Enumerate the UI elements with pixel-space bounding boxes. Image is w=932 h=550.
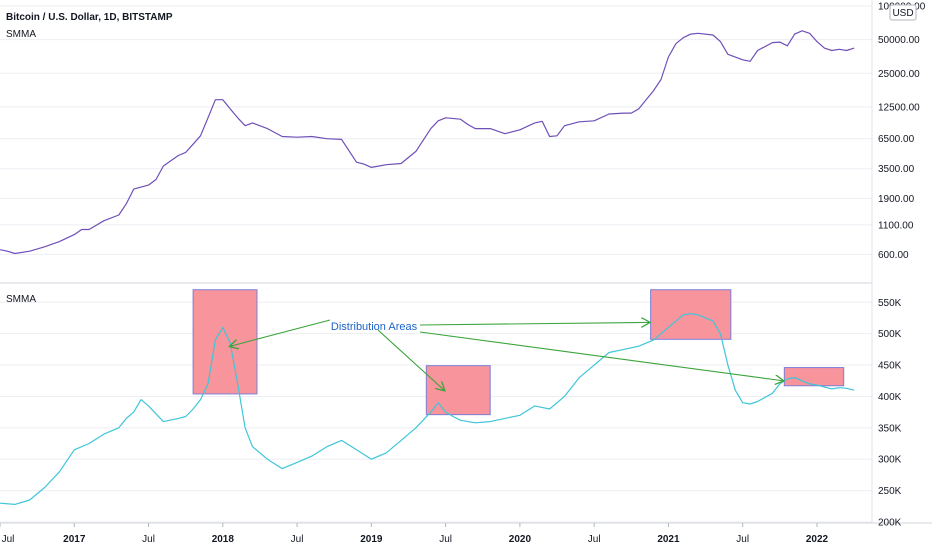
- top-indicator-label: SMMA: [6, 29, 36, 40]
- bottom-price-axis: 550K 500K 450K 400K 350K 300K 250K 200K: [878, 298, 902, 529]
- annotation-arrows: Distribution Areas: [230, 320, 783, 390]
- series-lines: [0, 30, 855, 505]
- y-tick-label: 550K: [878, 298, 902, 309]
- x-tick-label: Jul: [2, 534, 15, 545]
- x-tick-label: 2019: [360, 534, 383, 545]
- y-tick-label: 200K: [878, 518, 902, 529]
- currency-badge[interactable]: [889, 4, 917, 21]
- chart-title: Bitcoin / U.S. Dollar, 1D, BITSTAMP: [6, 12, 173, 23]
- distribution-area-box: [783, 367, 845, 387]
- x-tick-label: Jul: [291, 534, 304, 545]
- y-tick-label: 6500.00: [878, 134, 915, 145]
- y-tick-label: 25000.00: [878, 69, 920, 80]
- x-tick-label: Jul: [588, 534, 601, 545]
- top-price-axis: 100000.0050000.0025000.0012500.006500.00…: [878, 2, 926, 261]
- y-tick-label: 400K: [878, 392, 902, 403]
- time-axis: Jul 2017 Jul 2018 Jul 2019 Jul 2020 Jul 2021 Jul 20…: [0, 523, 829, 545]
- currency-badge-label: USD: [892, 8, 913, 19]
- top-smma-line: [0, 30, 855, 255]
- x-tick-label: Jul: [736, 534, 749, 545]
- annotation-arrow: [419, 331, 783, 381]
- top-grid: [0, 5, 872, 255]
- annotation-label: Distribution Areas: [331, 321, 418, 333]
- y-tick-label: 350K: [878, 423, 902, 434]
- highlight-boxes: [192, 289, 845, 416]
- y-tick-label: 500K: [878, 329, 902, 340]
- distribution-area-box: [425, 365, 491, 416]
- x-tick-label: 2022: [806, 534, 829, 545]
- annotation-arrow: [230, 319, 331, 346]
- x-tick-label: 2018: [212, 534, 235, 545]
- y-tick-label: 1900.00: [878, 194, 915, 205]
- y-tick-label: 1100.00: [878, 220, 914, 231]
- y-tick-label: 50000.00: [878, 35, 920, 46]
- bottom-smma-line: [0, 313, 855, 505]
- annotation-arrow: [419, 322, 649, 325]
- x-tick-label: Jul: [439, 534, 452, 545]
- annotation-arrow: [377, 329, 444, 390]
- bottom-indicator-label: SMMA: [6, 294, 36, 305]
- x-tick-label: 2017: [63, 534, 86, 545]
- y-tick-label: 300K: [878, 455, 902, 466]
- x-tick-label: Jul: [142, 534, 155, 545]
- y-tick-label: 600.00: [878, 250, 909, 261]
- y-tick-label: 450K: [878, 361, 902, 372]
- x-tick-label: 2020: [509, 534, 532, 545]
- y-tick-label: 12500.00: [878, 102, 920, 113]
- y-tick-label: 250K: [878, 486, 902, 497]
- x-tick-label: 2021: [657, 534, 680, 545]
- y-tick-label: 3500.00: [878, 164, 915, 175]
